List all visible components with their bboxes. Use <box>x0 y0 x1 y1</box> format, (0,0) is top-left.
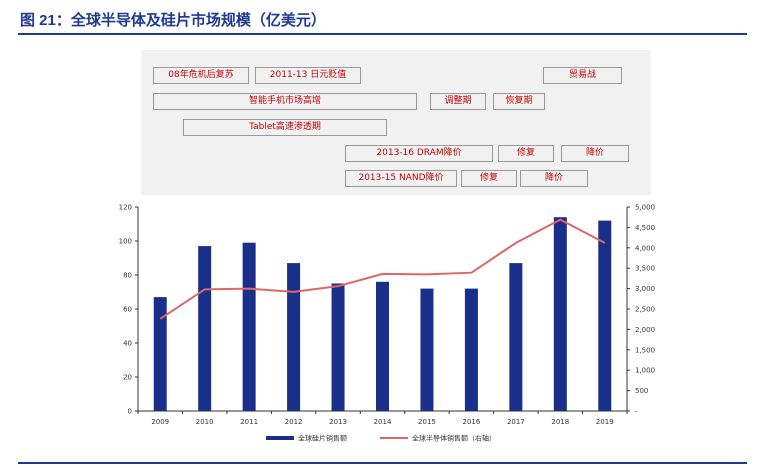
y-right-tick-label: 2,500 <box>635 306 655 314</box>
y-left-tick-label: 120 <box>119 204 132 212</box>
y-left-tick-label: 40 <box>123 340 132 348</box>
y-right-tick-label: 4,000 <box>635 244 655 252</box>
semiconductor-sales-line <box>159 218 606 320</box>
y-left-tick-label: 100 <box>119 238 132 246</box>
bar-2015 <box>420 288 434 411</box>
timeline-box-b9: 修复 <box>498 145 554 162</box>
bar-2017 <box>509 263 523 411</box>
timeline-box-b10: 降价 <box>561 145 629 162</box>
y-left-tick-label: 80 <box>123 272 132 280</box>
y-right-tick-label: - <box>635 408 638 416</box>
x-tick-label: 2009 <box>151 418 169 426</box>
y-right-tick-label: 2,000 <box>635 326 655 334</box>
bar-2010 <box>198 246 212 411</box>
y-right-tick-label: 3,500 <box>635 265 655 273</box>
x-tick-label: 2013 <box>329 418 347 426</box>
timeline-box-b8: 2013-16 DRAM降价 <box>345 145 493 162</box>
y-right-tick-label: 1,000 <box>635 367 655 375</box>
figure-title: 图 21：全球半导体及硅片市场规模（亿美元） <box>20 12 326 29</box>
y-right-tick-label: 1,500 <box>635 346 655 354</box>
timeline-box-b3: 贸易战 <box>543 67 622 84</box>
bar-2011 <box>242 242 256 411</box>
timeline-box-b2: 2011-13 日元贬值 <box>255 67 361 84</box>
y-right-tick-label: 3,000 <box>635 285 655 293</box>
x-tick-label: 2014 <box>374 418 392 426</box>
x-tick-label: 2017 <box>507 418 525 426</box>
y-left-tick-label: 0 <box>128 408 132 416</box>
timeline-box-b7: Tablet高速渗透期 <box>183 119 387 136</box>
legend-label-bar: 全球硅片销售额 <box>298 434 347 443</box>
title-rule <box>18 33 747 35</box>
legend-swatch-bar <box>266 436 294 440</box>
bar-2018 <box>553 217 567 411</box>
x-tick-label: 2019 <box>596 418 614 426</box>
timeline-box-b6: 恢复期 <box>493 93 545 110</box>
y-left-tick-label: 60 <box>123 306 132 314</box>
bar-2019 <box>598 220 612 411</box>
bottom-rule <box>18 462 747 464</box>
timeline-box-b12: 修复 <box>461 170 517 187</box>
x-tick-label: 2010 <box>196 418 214 426</box>
x-tick-label: 2012 <box>285 418 303 426</box>
bar-2016 <box>464 288 478 411</box>
bar-2012 <box>287 263 301 411</box>
y-left-tick-label: 20 <box>123 374 132 382</box>
timeline-box-b1: 08年危机后复苏 <box>153 67 249 84</box>
x-tick-label: 2016 <box>462 418 480 426</box>
bar-2014 <box>376 281 389 411</box>
bar-2013 <box>331 283 345 411</box>
y-right-tick-label: 4,500 <box>635 224 655 232</box>
legend-label-line: 全球半导体销售额（右轴） <box>412 434 496 443</box>
timeline-box-b5: 调整期 <box>430 93 486 110</box>
x-tick-label: 2018 <box>551 418 569 426</box>
y-right-tick-label: 500 <box>635 387 648 395</box>
y-right-tick-label: 5,000 <box>635 204 655 212</box>
timeline-box-b13: 降价 <box>520 170 588 187</box>
timeline-box-b4: 智能手机市场高增 <box>153 93 417 110</box>
timeline-box-b11: 2013-15 NAND降价 <box>345 170 457 187</box>
bar-2009 <box>153 297 167 411</box>
x-tick-label: 2011 <box>240 418 258 426</box>
x-tick-label: 2015 <box>418 418 436 426</box>
